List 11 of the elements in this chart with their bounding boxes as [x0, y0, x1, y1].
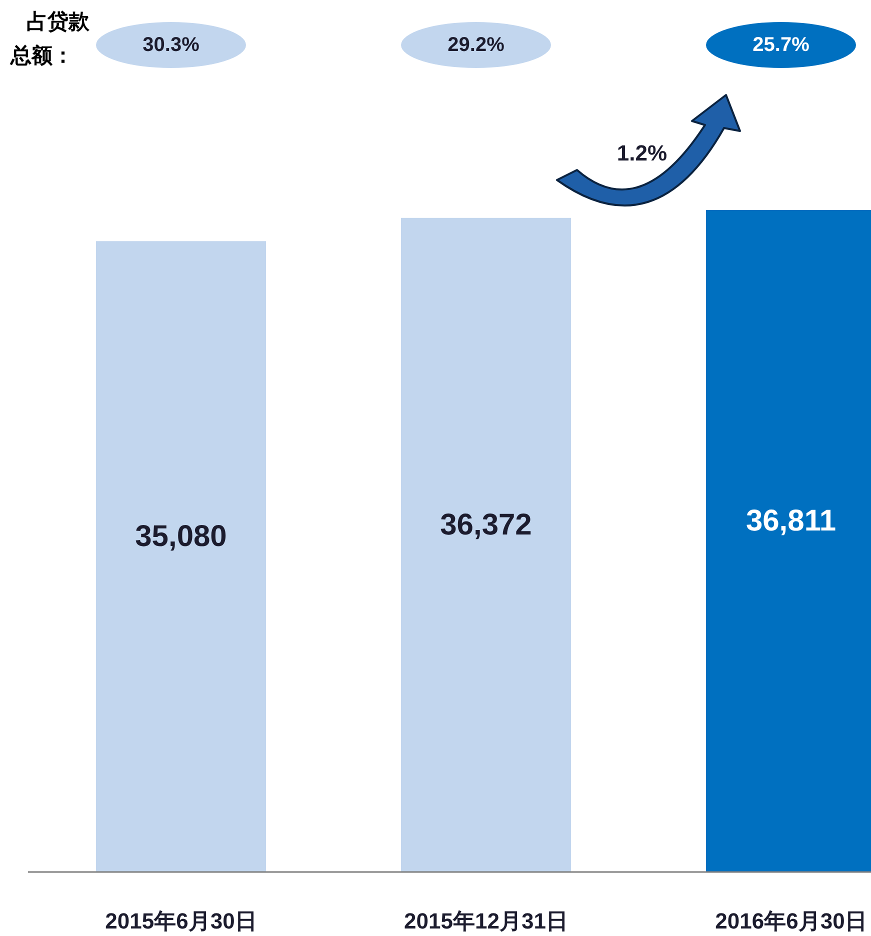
text: 30.3% — [142, 34, 200, 56]
data-label: 36,372 — [440, 508, 532, 542]
text: 1.2% — [616, 140, 668, 166]
data-label: 36,811 — [746, 504, 836, 538]
text: 25.7% — [752, 34, 810, 56]
text: 29.2% — [448, 34, 505, 56]
x-tick-label: 2015年12月31日 — [404, 908, 568, 934]
text: 占贷款总额： — [10, 10, 90, 68]
x-tick-label: 2016年6月30日 — [715, 908, 867, 934]
data-label: 35,080 — [135, 520, 227, 554]
x-tick-label: 2015年6月30日 — [105, 908, 257, 934]
